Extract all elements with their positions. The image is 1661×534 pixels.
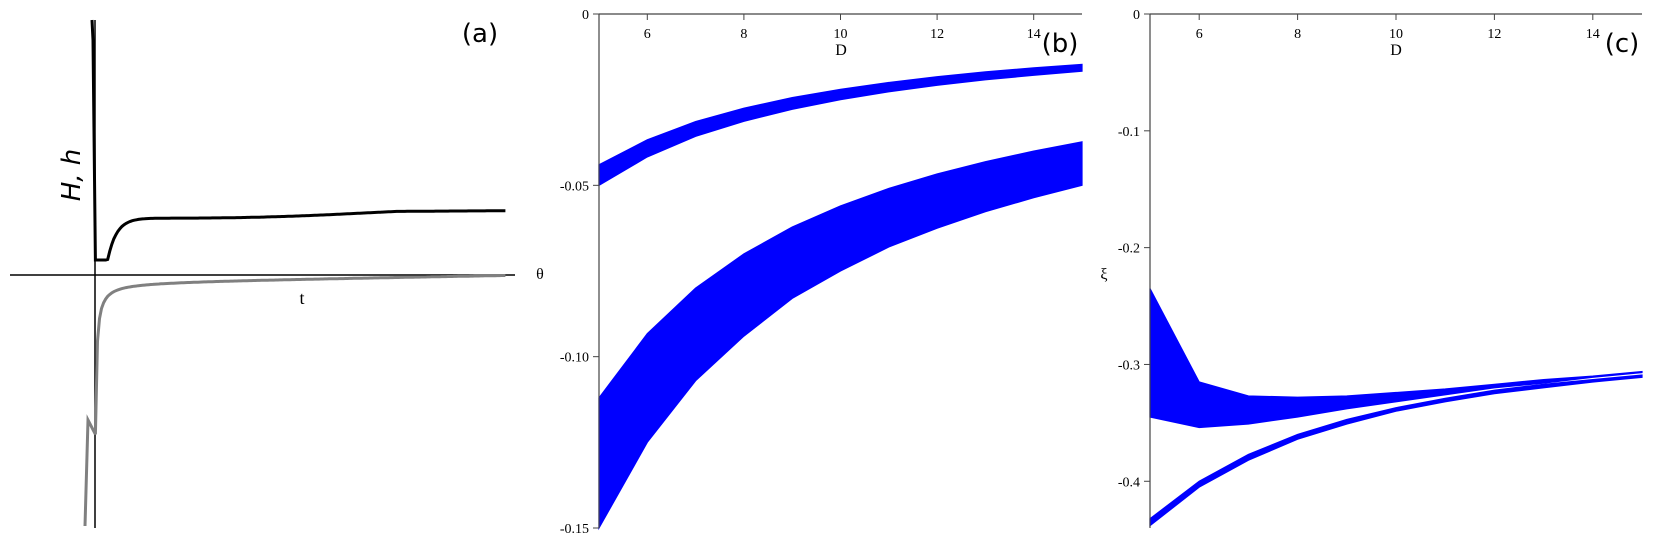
panel-a-xlabel: t (299, 288, 304, 308)
panel-c-ytick-label: -0.1 (1118, 125, 1140, 140)
panel-c-ytick-label: -0.3 (1118, 358, 1140, 373)
panel-b-ylabel: θ (536, 266, 544, 283)
panel-c-ticks: 6 8 10 12 14 0 -0.1 -0.2 -0.3 -0.4 (1118, 8, 1600, 490)
panel-c-ytick-label: -0.4 (1118, 475, 1140, 490)
panel-c-xlabel: D (1390, 42, 1402, 59)
panel-b-xtick-label: 6 (644, 27, 651, 42)
panel-c-xtick-label: 12 (1487, 27, 1501, 42)
panel-c-band-2 (1149, 374, 1643, 527)
panel-c-xtick-label: 8 (1294, 27, 1301, 42)
panel-b-band-1 (598, 63, 1083, 187)
panel-a: (a) H, h t (10, 19, 515, 528)
panel-b-ytick-label: -0.10 (560, 351, 589, 366)
panel-c: 6 8 10 12 14 0 -0.1 -0.2 -0.3 -0.4 (c) D ξ (1100, 8, 1643, 528)
panel-b-xtick-label: 14 (1027, 27, 1041, 42)
panel-b-xlabel: D (835, 42, 847, 59)
panel-a-gray-curve (83, 274, 506, 527)
panel-b-xtick-label: 8 (740, 27, 747, 42)
panel-b-xtick-label: 10 (834, 27, 848, 42)
panel-c-ytick-label: 0 (1133, 8, 1140, 23)
panel-a-ylabel: H, h (57, 149, 87, 202)
panel-b-ytick-label: 0 (582, 8, 589, 23)
panel-c-ylabel: ξ (1100, 266, 1107, 283)
panel-a-black-curve (90, 19, 506, 262)
panel-b-label: (b) (1042, 29, 1079, 59)
panel-a-label: (a) (462, 19, 498, 49)
panel-b-ytick-label: -0.15 (560, 522, 589, 534)
panel-b-ticks: 6 8 10 12 14 0 -0.05 -0.10 -0.15 (560, 8, 1041, 534)
panel-c-ytick-label: -0.2 (1118, 242, 1140, 257)
panel-c-xtick-label: 14 (1586, 27, 1600, 42)
panel-c-xtick-label: 6 (1196, 27, 1203, 42)
panel-c-band-1 (1149, 288, 1643, 429)
panel-c-label: (c) (1605, 29, 1640, 59)
panel-b-xtick-label: 12 (930, 27, 944, 42)
panel-c-marks (1149, 288, 1643, 527)
panel-b-marks (598, 63, 1083, 531)
panel-b: 6 8 10 12 14 0 -0.05 -0.10 -0.15 (b) D θ (536, 8, 1083, 534)
panel-b-ytick-label: -0.05 (560, 179, 589, 194)
panel-c-xtick-label: 10 (1389, 27, 1403, 42)
panel-b-band-2 (598, 141, 1083, 531)
